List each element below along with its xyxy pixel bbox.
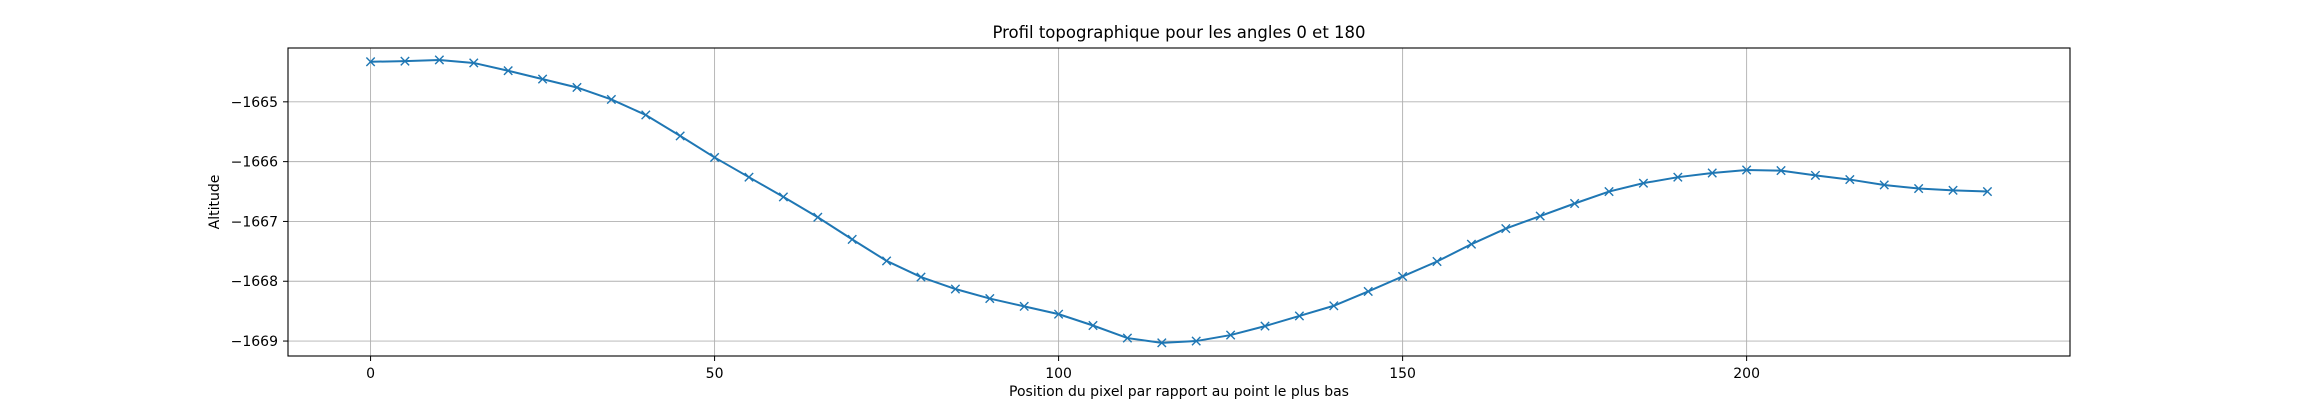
y-tick-label: −1665 — [231, 95, 278, 111]
data-point-marker — [1501, 223, 1511, 234]
data-point-marker — [1673, 172, 1683, 182]
data-point-marker — [950, 284, 961, 294]
data-point-marker — [1432, 256, 1442, 267]
data-point-marker — [1845, 174, 1855, 185]
x-tick-label: 200 — [1733, 366, 1760, 382]
data-point-marker — [1019, 301, 1029, 312]
data-point-marker — [1397, 271, 1408, 282]
data-point-marker — [847, 234, 857, 245]
data-point-marker — [1810, 170, 1821, 181]
data-point-marker — [985, 293, 995, 304]
data-point-marker — [778, 192, 789, 202]
data-point-marker — [1363, 286, 1373, 297]
data-point-marker — [1604, 186, 1614, 197]
data-point-marker — [400, 56, 410, 66]
y-tick-label: −1669 — [231, 334, 278, 350]
data-point-marker — [1569, 198, 1580, 209]
data-point-marker — [1088, 320, 1098, 331]
data-point-marker — [365, 57, 376, 67]
data-point-marker — [1707, 168, 1717, 178]
data-point-marker — [503, 66, 513, 76]
x-tick-label: 100 — [1045, 366, 1072, 382]
data-point-marker — [469, 58, 479, 68]
data-point-marker — [1329, 301, 1339, 311]
data-point-marker — [572, 82, 582, 93]
data-point-marker — [1638, 178, 1649, 188]
grid-lines — [288, 48, 2070, 356]
x-tick-label: 50 — [706, 366, 724, 382]
data-point-marker — [1948, 185, 1958, 196]
series-line — [370, 58, 1988, 344]
y-tick-label: −1668 — [231, 274, 278, 290]
data-series — [365, 55, 1993, 348]
data-point-marker — [1535, 211, 1545, 221]
data-point-marker — [1122, 333, 1133, 343]
y-axis-label: Altitude — [207, 175, 223, 230]
data-point-marker — [1466, 239, 1477, 249]
data-point-marker — [537, 74, 548, 84]
data-point-marker — [1982, 186, 1993, 197]
data-point-marker — [606, 94, 617, 105]
x-tick-label: 0 — [366, 366, 375, 382]
y-tick-label: −1667 — [231, 214, 278, 230]
plot-area-frame — [287, 47, 2071, 357]
data-point-marker — [1225, 330, 1236, 340]
data-point-marker — [709, 152, 720, 163]
data-point-marker — [881, 256, 892, 266]
axis-ticks: 0 50 100 150 200 −1669 −1668 −1667 −1666 −1665 — [231, 95, 1760, 382]
chart-title: Profil topographique pour les angles 0 e… — [992, 23, 1365, 42]
data-point-marker — [1191, 336, 1201, 346]
y-tick-label: −1666 — [231, 155, 278, 171]
data-point-marker — [916, 272, 926, 282]
x-tick-label: 150 — [1389, 366, 1416, 382]
data-point-marker — [675, 131, 685, 141]
data-point-marker — [1260, 321, 1270, 331]
data-point-marker — [1776, 165, 1786, 176]
data-point-marker — [641, 110, 651, 120]
data-point-marker — [1913, 183, 1924, 194]
data-point-marker — [1294, 311, 1305, 321]
data-point-marker — [1879, 180, 1889, 190]
data-point-marker — [434, 55, 445, 65]
data-point-marker — [813, 212, 823, 222]
data-point-marker — [1053, 309, 1064, 319]
data-point-marker — [1157, 338, 1167, 348]
data-point-marker — [744, 172, 754, 182]
x-axis-label: Position du pixel par rapport au point l… — [1009, 384, 1349, 400]
data-point-marker — [1741, 165, 1752, 175]
